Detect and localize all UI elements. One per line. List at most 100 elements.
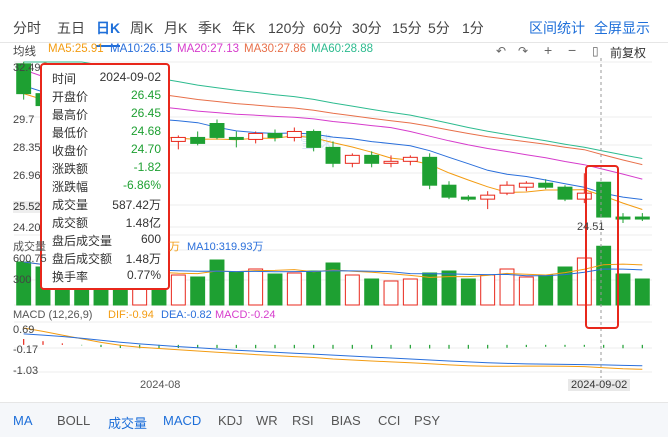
indicator-tab-psy[interactable]: PSY (414, 413, 441, 428)
candle (480, 191, 496, 210)
adjust-lock-icon[interactable]: ▯ (592, 44, 599, 58)
candle-body (499, 184, 515, 194)
redo-icon[interactable]: ↷ (518, 44, 529, 58)
period-tab-5[interactable]: 季K (198, 20, 222, 36)
indicator-tab-macd[interactable]: MACD (163, 413, 202, 428)
tooltip-row: 盘后成交量 600 (52, 232, 161, 248)
macd-axis-top: 0.69 (13, 324, 35, 336)
volume-bar (441, 270, 457, 306)
indicator-tab-wr[interactable]: WR (256, 413, 278, 428)
candle (499, 181, 515, 196)
indicator-tab-cci[interactable]: CCI (378, 413, 401, 428)
volume-bar (16, 261, 32, 306)
period-tab-12[interactable]: 1分 (462, 20, 484, 36)
period-tab-9[interactable]: 30分 (352, 20, 382, 36)
tooltip-value: 26.45 (130, 88, 161, 102)
tooltip-label: 最低价 (52, 126, 89, 140)
period-tab-2[interactable]: 日K (96, 20, 121, 47)
zoom-out-icon[interactable]: − (568, 42, 577, 58)
tooltip-row: 盘后成交额 1.48万 (52, 250, 161, 266)
volume-bar (499, 268, 515, 306)
volume-ma10-label: MA10:319.93万 (187, 241, 264, 253)
undo-icon[interactable]: ↶ (496, 44, 507, 58)
candle (267, 129, 283, 142)
indicator-tab-成交量[interactable]: 成交量 (108, 416, 148, 431)
tooltip-value: 1.48万 (125, 252, 161, 266)
tooltip-value: 24.70 (130, 142, 161, 156)
highlight-box (585, 165, 619, 329)
volume-bar (480, 274, 496, 306)
tooltip-row: 成交额 1.48亿 (52, 214, 161, 230)
ma5-label: MA5:25.91 (48, 43, 104, 55)
candle-body (576, 192, 592, 200)
ma30-label: MA30:27.86 (244, 43, 307, 55)
period-tab-1[interactable]: 五日 (57, 20, 85, 36)
volume-bar (518, 276, 534, 306)
indicator-tab-bar: MA BOLL 成交量 MACD KDJ WR RSI BIAS CCI PSY (0, 402, 668, 437)
interval-stats-link[interactable]: 区间统计 (529, 20, 585, 36)
tooltip-row: 涨跌幅 -6.86% (52, 178, 161, 194)
volume-bar (364, 278, 380, 306)
candle-body (615, 216, 631, 220)
volume-bar (538, 274, 554, 306)
period-tab-bar: 分时 五日 日K 周K 月K 季K 年K 120分 60分 30分 15分 5分 1分 区间统计 全屏显… (0, 8, 668, 47)
tooltip-value: 0.77% (126, 268, 161, 282)
candle (596, 181, 612, 218)
candle-body (480, 194, 496, 200)
price-axis-label: 25.52 (13, 201, 41, 213)
candle (325, 141, 341, 168)
candle-body (248, 132, 264, 140)
tooltip-label: 开盘价 (52, 90, 89, 104)
ma-legend: 均线 MA5:25.91 MA10:26.15 MA20:27.13 MA30:… (0, 42, 668, 58)
volume-axis-top: 600.75 (13, 253, 47, 265)
zoom-in-icon[interactable]: + (544, 42, 553, 58)
period-tab-0[interactable]: 分时 (13, 20, 41, 36)
candle-body (286, 130, 302, 138)
volume-bar (422, 272, 438, 306)
period-tab-11[interactable]: 5分 (428, 20, 450, 36)
volume-bar (228, 271, 244, 306)
tooltip-row: 涨跌额 -1.82 (52, 160, 161, 176)
period-tab-10[interactable]: 15分 (392, 20, 422, 36)
candle-body (16, 63, 32, 95)
tooltip-label: 盘后成交额 (52, 252, 113, 266)
fullscreen-link[interactable]: 全屏显示 (594, 20, 650, 36)
tooltip-label: 最高价 (52, 108, 89, 122)
indicator-tab-ma[interactable]: MA (13, 413, 33, 428)
macd-axis-mid: -0.17 (13, 344, 39, 356)
tooltip-label: 盘后成交量 (52, 234, 113, 248)
indicator-tab-kdj[interactable]: KDJ (218, 413, 243, 428)
ma20-label: MA20:27.13 (177, 43, 240, 55)
volume-bar (306, 270, 322, 306)
candle (344, 153, 360, 168)
volume-bar (344, 274, 360, 306)
period-tab-8[interactable]: 60分 (313, 20, 343, 36)
indicator-tab-boll[interactable]: BOLL (57, 413, 91, 428)
candle-body (228, 136, 244, 140)
volume-bar (267, 273, 283, 306)
candle-body (190, 136, 206, 144)
ma-legend-title: 均线 (13, 46, 36, 58)
tooltip-value: 2024-09-02 (99, 70, 161, 84)
candle (538, 179, 554, 190)
ohlc-tooltip-panel: 时间 2024-09-02 开盘价 26.45 最高价 26.45 最低价 24.68 收盘价 2… (40, 63, 170, 290)
period-tab-7[interactable]: 120分 (268, 20, 306, 36)
candle (557, 185, 573, 202)
candle-body (344, 154, 360, 164)
indicator-tab-rsi[interactable]: RSI (292, 413, 314, 428)
volume-bar (190, 276, 206, 306)
volume-axis-mid: 300 (13, 274, 32, 286)
candle-body (383, 160, 399, 164)
candle (615, 213, 631, 224)
volume-bar (615, 273, 631, 306)
volume-bar (402, 278, 418, 306)
ma10-label: MA10:26.15 (110, 43, 173, 55)
period-tab-4[interactable]: 月K (164, 20, 188, 36)
date-label-month: 2024-08 (140, 379, 181, 391)
period-tab-3[interactable]: 周K (130, 20, 154, 36)
tooltip-row: 换手率 0.77% (52, 268, 161, 284)
macd-dea-label: DEA:-0.82 (161, 309, 212, 321)
adjust-type-label[interactable]: 前复权 (610, 46, 647, 60)
period-tab-6[interactable]: 年K (232, 20, 256, 36)
indicator-tab-bias[interactable]: BIAS (331, 413, 361, 428)
